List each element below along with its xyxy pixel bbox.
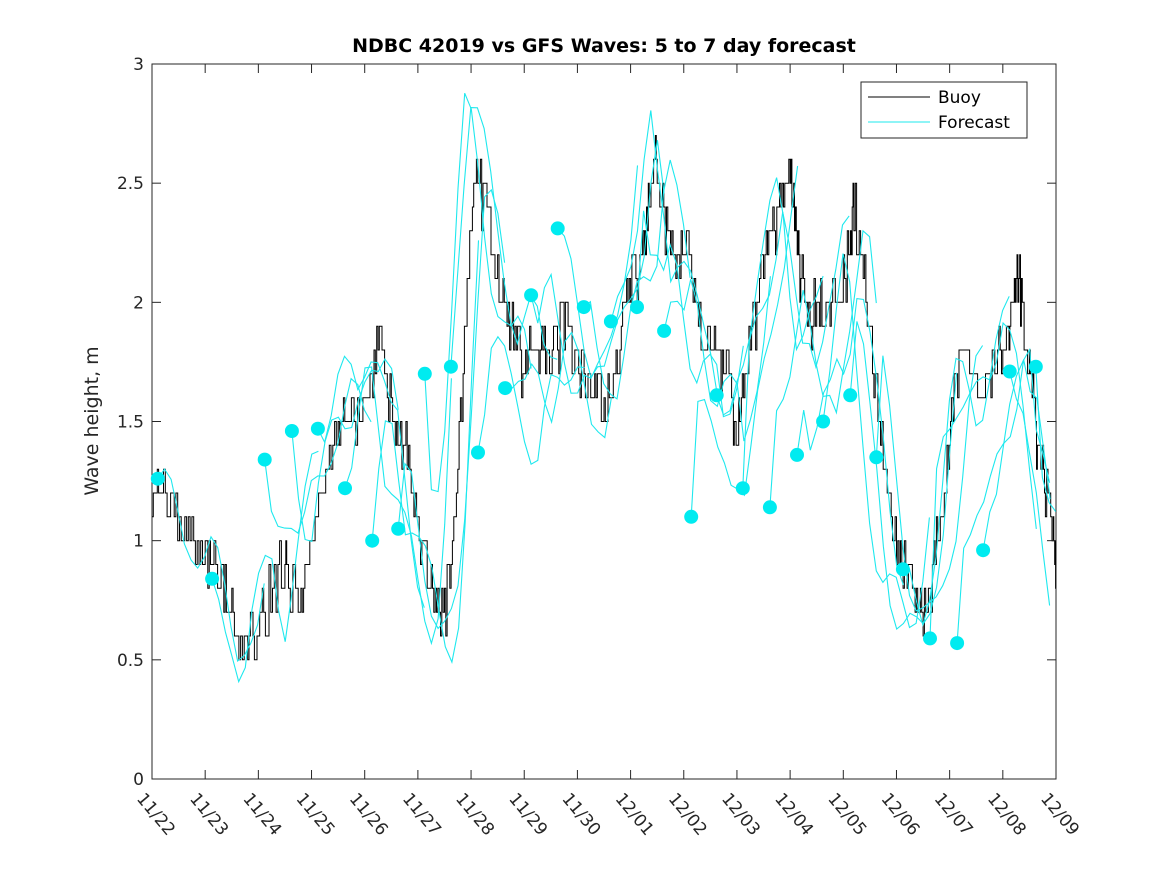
y-tick-label: 3: [133, 55, 144, 75]
forecast-line: [291, 358, 399, 543]
forecast-dot: [443, 359, 458, 374]
forecast-line: [211, 450, 319, 684]
forecast-dot: [150, 471, 165, 486]
forecast-line: [397, 188, 506, 630]
forecast-dots: [150, 221, 1043, 651]
forecast-dot: [709, 388, 724, 403]
forecast-line: [344, 366, 452, 646]
forecast-dot: [1002, 364, 1017, 379]
forecast-line: [742, 211, 850, 489]
y-tick-label: 2.5: [117, 174, 144, 194]
forecast-line: [982, 347, 1051, 551]
forecast-line: [796, 297, 904, 586]
forecast-line: [1035, 366, 1057, 512]
forecast-line: [505, 331, 612, 439]
forecast-dot: [762, 500, 777, 515]
legend-box: [860, 81, 1028, 139]
y-tick-label: 1.5: [117, 413, 144, 433]
forecast-dot: [1028, 359, 1043, 374]
forecast-line: [690, 165, 799, 517]
buoy-series: [152, 135, 1057, 661]
forecast-dot: [524, 288, 539, 303]
buoy-line: [152, 135, 1057, 661]
forecast-dot: [603, 314, 618, 329]
forecast-line: [822, 253, 930, 629]
y-axis-label: Wave height, m: [81, 346, 103, 495]
legend-forecast-label: Forecast: [938, 113, 1010, 133]
forecast-dot: [471, 445, 485, 460]
forecast-line: [849, 321, 958, 630]
forecast-dot: [657, 323, 672, 338]
forecast-line: [264, 377, 372, 534]
forecast-dot: [284, 424, 299, 438]
forecast-dot: [338, 481, 352, 496]
forecast-line: [530, 165, 639, 394]
forecast-line: [716, 177, 824, 416]
y-tick-label: 2: [133, 293, 144, 313]
forecast-line: [450, 107, 558, 367]
forecast-line: [1009, 371, 1051, 606]
legend-buoy-label: Buoy: [938, 88, 981, 108]
forecast-dot: [869, 450, 884, 465]
forecast-dot: [310, 421, 325, 436]
chart-title: NDBC 42019 vs GFS Waves: 5 to 7 day fore…: [352, 35, 856, 57]
forecast-line: [477, 335, 585, 466]
forecast-line: [557, 140, 665, 379]
forecast-line: [157, 468, 265, 663]
forecast-dot: [365, 533, 380, 548]
forecast-dot: [498, 381, 513, 396]
y-tick-label: 0: [133, 770, 144, 790]
forecast-dot: [950, 636, 965, 651]
forecast-line: [636, 210, 744, 418]
y-tick-label: 1: [133, 532, 144, 552]
forecast-series: [157, 92, 1057, 684]
forecast-dot: [550, 221, 565, 236]
forecast-line: [902, 296, 1010, 627]
forecast-dot: [576, 300, 591, 315]
forecast-line: [371, 240, 480, 664]
forecast-line: [610, 110, 718, 395]
forecast-line: [424, 92, 532, 493]
y-axis: 0 0.5 1 1.5 2 2.5 3: [117, 55, 1056, 790]
forecast-dot: [684, 509, 699, 524]
forecast-dot: [417, 366, 432, 381]
forecast-dot: [923, 631, 937, 646]
forecast-dot: [843, 388, 858, 403]
forecast-dot: [735, 481, 750, 496]
legend: Buoy Forecast: [860, 81, 1028, 139]
forecast-dot: [976, 543, 991, 558]
forecast-line: [583, 159, 691, 400]
plot-area: [150, 63, 1057, 780]
forecast-dot: [257, 452, 272, 467]
forecast-dot: [816, 414, 831, 429]
forecast-dot: [790, 447, 804, 462]
forecast-dot: [630, 300, 644, 315]
forecast-dot: [205, 571, 220, 586]
forecast-line: [317, 355, 425, 608]
forecast-dot: [391, 521, 406, 536]
forecast-dot: [895, 562, 910, 577]
forecast-line: [663, 276, 771, 442]
y-tick-label: 0.5: [117, 651, 144, 671]
